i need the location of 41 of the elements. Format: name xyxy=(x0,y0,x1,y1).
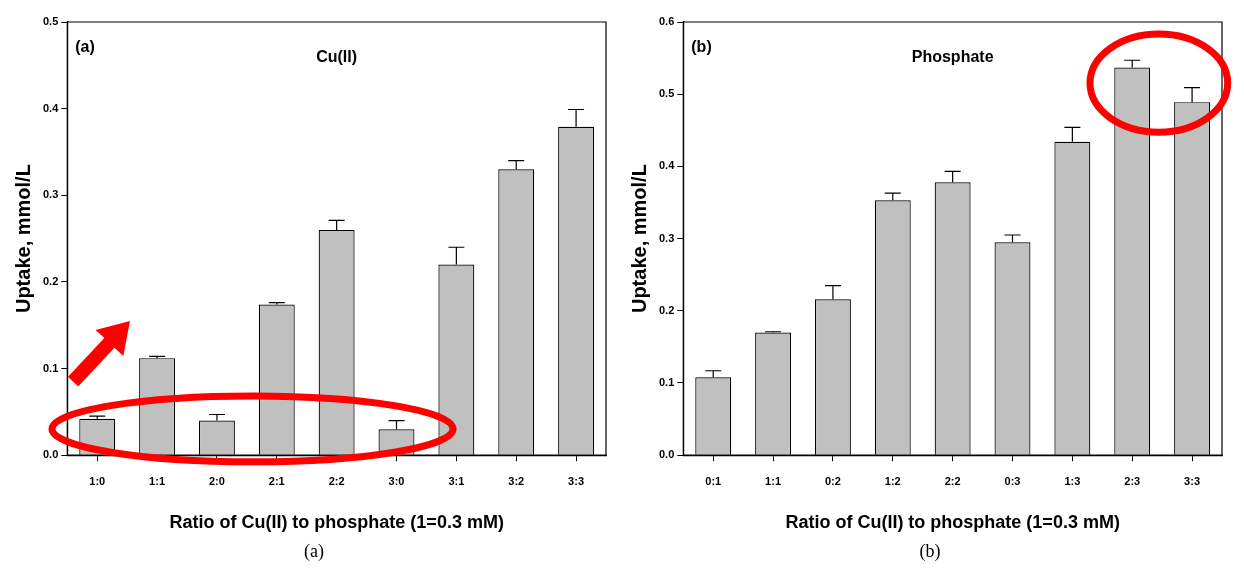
text: (a) xyxy=(303,540,325,563)
x-axis-title: Ratio of Cu(II) to phosphate (1=0.3 mM) xyxy=(785,512,1120,533)
x-tick-label: 3:3 xyxy=(568,474,585,487)
y-tick-label: 0.1 xyxy=(658,376,675,389)
y-tick-label: 0.0 xyxy=(658,448,675,461)
text: Cu(II) xyxy=(316,48,358,65)
y-tick-label: 0.0 xyxy=(42,448,59,461)
x-tick-label: 1:3 xyxy=(1064,474,1081,487)
y-axis-title: Uptake, mmol/L xyxy=(11,164,34,314)
y-tick-label: 0.4 xyxy=(42,101,60,114)
x-axis-title: Ratio of Cu(II) to phosphate (1=0.3 mM) xyxy=(169,512,504,533)
annotation: (a) xyxy=(75,38,95,55)
x-tick-label: 0:2 xyxy=(824,474,841,487)
x-tick-label: 2:1 xyxy=(268,474,285,487)
x-tick-label: 1:0 xyxy=(89,474,106,487)
x-tick-label: 2:2 xyxy=(328,474,345,487)
x-tick-label: 3:3 xyxy=(1184,474,1201,487)
y-tick-label: 0.5 xyxy=(42,15,59,28)
y-tick-label: 0.1 xyxy=(42,361,59,374)
x-tick-label: 3:1 xyxy=(448,474,465,487)
x-tick-label: 2:0 xyxy=(208,474,225,487)
x-tick-label: 0:1 xyxy=(705,474,722,487)
y-tick-label: 0.5 xyxy=(658,87,675,100)
x-tick-label: 2:2 xyxy=(944,474,961,487)
y-tick-label: 0.3 xyxy=(42,188,59,201)
x-tick-label: 1:2 xyxy=(884,474,901,487)
x-tick-label: 3:2 xyxy=(508,474,525,487)
x-tick-label: 2:3 xyxy=(1124,474,1141,487)
x-tick-label: 1:1 xyxy=(149,474,166,487)
x-tick-label: 0:3 xyxy=(1004,474,1021,487)
text: (b) xyxy=(918,540,942,563)
text: Phosphate xyxy=(911,48,994,65)
y-axis-title: Uptake, mmol/L xyxy=(627,164,650,314)
x-tick-label: 3:0 xyxy=(388,474,405,487)
y-tick-label: 0.6 xyxy=(658,15,675,28)
y-tick-label: 0.2 xyxy=(658,303,675,316)
y-tick-label: 0.2 xyxy=(42,274,59,287)
y-tick-label: 0.3 xyxy=(658,231,675,244)
x-tick-label: 1:1 xyxy=(765,474,782,487)
annotation: (b) xyxy=(691,38,712,55)
y-tick-label: 0.4 xyxy=(658,159,676,172)
